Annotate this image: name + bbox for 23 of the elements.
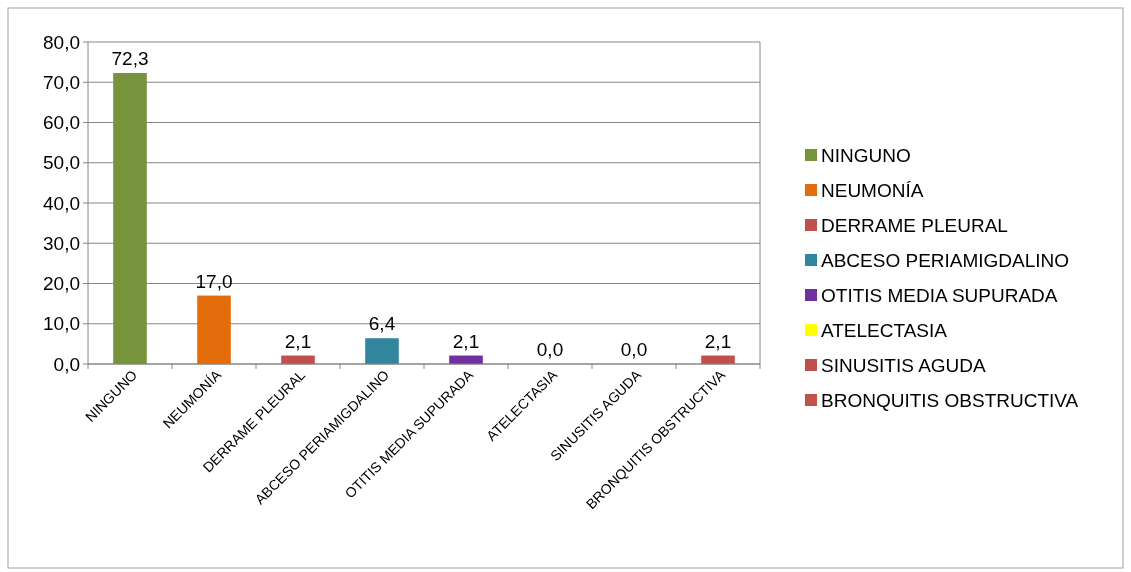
data-label: 0,0 <box>536 339 564 360</box>
y-tick-label: 40,0 <box>43 192 80 214</box>
y-tick-label: 20,0 <box>43 273 80 295</box>
data-label: 6,4 <box>368 313 396 335</box>
y-tick-label: 60,0 <box>43 112 80 134</box>
y-tick-label: 80,0 <box>43 31 80 53</box>
data-label: 17,0 <box>195 270 233 292</box>
legend-label: NINGUNO <box>821 144 911 166</box>
data-label: 2,1 <box>284 330 312 352</box>
data-label: 0,0 <box>620 339 648 360</box>
legend-label: ABCESO PERIAMIGDALINO <box>821 249 1070 271</box>
legend-label: ATELECTASIA <box>821 319 948 341</box>
data-label: 2,1 <box>704 330 732 352</box>
data-label: 2,1 <box>452 330 480 352</box>
y-tick-label: 30,0 <box>43 232 80 254</box>
y-tick-label: 50,0 <box>43 152 80 174</box>
data-label: 72,3 <box>111 47 149 69</box>
legend-label: NEUMONÍA <box>821 179 924 201</box>
legend-label: DERRAME PLEURAL <box>821 214 1008 236</box>
y-tick-label: 10,0 <box>43 313 80 335</box>
y-tick-label: 0,0 <box>53 353 80 375</box>
y-tick-label: 70,0 <box>43 71 80 93</box>
legend-label: OTITIS MEDIA SUPURADA <box>821 284 1058 306</box>
